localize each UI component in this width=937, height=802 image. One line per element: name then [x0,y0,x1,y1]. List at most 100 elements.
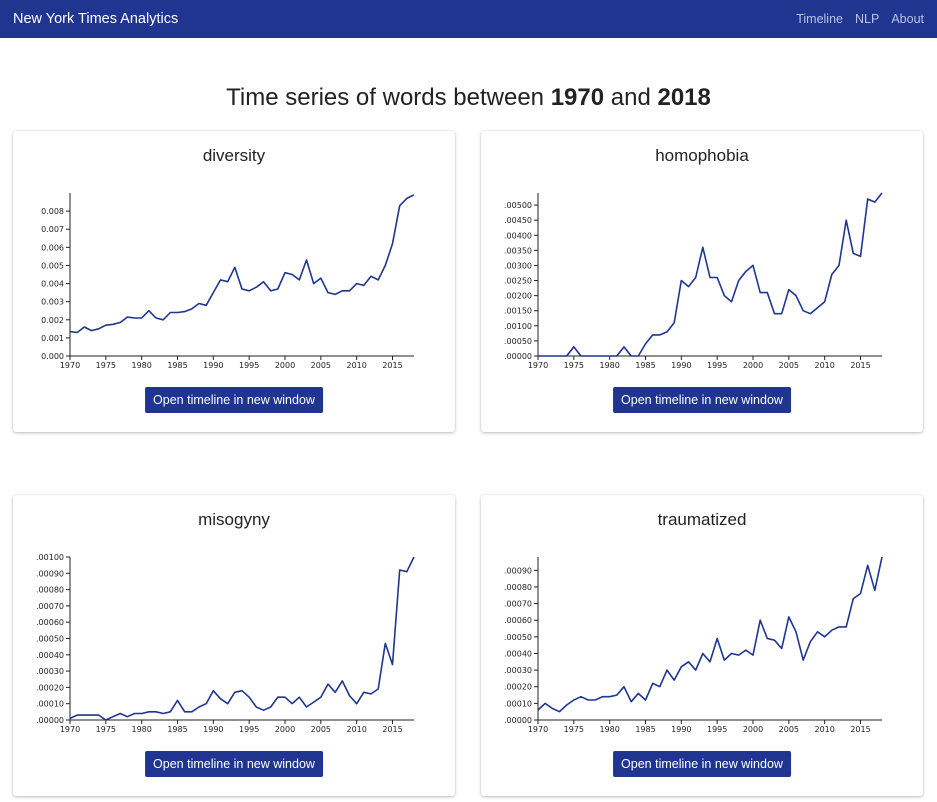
x-tick-label: 1970 [60,725,80,734]
y-tick-label: .00030 [504,666,532,675]
y-tick-label: 0.006 [41,243,64,252]
y-tick-label: .00060 [36,618,64,627]
y-tick-label: .00250 [504,277,532,286]
x-tick-label: 2010 [814,361,834,370]
y-tick-label: 0.003 [41,298,64,307]
y-tick-label: .00050 [36,635,64,644]
page-title-joiner: and [611,84,651,111]
x-tick-label: 1995 [239,361,259,370]
chart-card-misogyny: misogyny .00000 .00010 .00020 .00030 .00040.… [13,495,455,796]
x-tick-label: 2015 [850,725,870,734]
y-tick-label: 0.005 [41,261,64,270]
y-tick-label: .00030 [36,667,64,676]
x-tick-label: 1980 [599,361,619,370]
y-tick-label: .00000 [504,352,532,361]
y-tick-label: .00040 [36,651,64,660]
nav-link-nlp[interactable]: NLP [855,12,879,26]
x-tick-label: 2000 [275,725,295,734]
nav-link-timeline[interactable]: Timeline [796,12,843,26]
chart-svg-homophobia: .00000 .00050 .00100 .00150 .00200 .00250 .003… [481,131,923,381]
y-tick-label: .00500 [504,201,532,210]
y-tick-label: .00060 [504,616,532,625]
y-tick-label: .00000 [36,716,64,725]
x-tick-label: 1970 [528,725,548,734]
x-tick-label: 2015 [850,361,870,370]
x-tick-label: 1990 [671,361,691,370]
y-tick-label: .00100 [504,322,532,331]
y-tick-label: .00010 [504,699,532,708]
x-tick-label: 2000 [743,725,763,734]
x-tick-label: 2015 [382,725,402,734]
y-tick-label: .00050 [504,337,532,346]
y-tick-label: .00050 [504,633,532,642]
x-tick-label: 1995 [239,725,259,734]
x-tick-label: 2005 [779,725,799,734]
navbar: New York Times Analytics Timeline NLP Ab… [0,0,937,38]
series-line [538,557,882,712]
y-tick-label: .00010 [36,700,64,709]
page-title-start-year: 1970 [551,84,604,111]
y-tick-label: .00070 [504,600,532,609]
y-tick-label: 0.004 [41,280,64,289]
y-tick-label: .00090 [504,566,532,575]
y-tick-label: .00020 [36,683,64,692]
x-tick-label: 1990 [671,725,691,734]
open-timeline-button-homophobia[interactable]: Open timeline in new window [613,387,791,413]
x-tick-label: 1975 [96,725,116,734]
open-timeline-button-misogyny[interactable]: Open timeline in new window [145,751,323,777]
y-tick-label: .00400 [504,231,532,240]
x-tick-label: 1985 [635,725,655,734]
x-tick-label: 1970 [528,361,548,370]
x-tick-label: 2000 [275,361,295,370]
y-tick-label: .00350 [504,246,532,255]
x-tick-label: 1975 [564,725,584,734]
x-tick-label: 2010 [814,725,834,734]
chart-card-homophobia: homophobia .00000 .00050 .00100 .00150 .0020… [481,131,923,432]
y-tick-label: .00040 [504,649,532,658]
x-tick-label: 2010 [346,361,366,370]
open-timeline-button-traumatized[interactable]: Open timeline in new window [613,751,791,777]
page-title-prefix: Time series of words between [226,84,544,111]
y-tick-label: 0.000 [41,352,64,361]
x-tick-label: 2010 [346,725,366,734]
y-tick-label: .00080 [504,583,532,592]
series-line [538,193,882,356]
series-line [70,195,414,333]
series-line [70,557,414,720]
chart-card-traumatized: traumatized .00000.00010.00020.00030.000… [481,495,923,796]
y-tick-label: 0.001 [41,334,64,343]
x-tick-label: 1990 [203,361,223,370]
page-title-end-year: 2018 [657,84,710,111]
x-tick-label: 1985 [167,725,187,734]
chart-card-diversity: diversity 0.000 0.001 0.002 0.003 0.004 0.005… [13,131,455,432]
open-timeline-button-diversity[interactable]: Open timeline in new window [145,387,323,413]
y-tick-label: .00080 [36,586,64,595]
x-tick-label: 1990 [203,725,223,734]
page-title: Time series of words between 1970 and 20… [0,84,937,112]
y-tick-label: .00300 [504,261,532,270]
x-tick-label: 1985 [635,361,655,370]
y-tick-label: 0.008 [41,207,64,216]
x-tick-label: 2000 [743,361,763,370]
x-tick-label: 1980 [599,725,619,734]
chart-svg-misogyny: .00000 .00010 .00020 .00030 .00040 .00050 .000… [13,495,455,745]
x-tick-label: 1995 [707,725,727,734]
brand-link[interactable]: New York Times Analytics [13,11,178,27]
x-tick-label: 1995 [707,361,727,370]
y-tick-label: .00020 [504,683,532,692]
x-tick-label: 2005 [311,361,331,370]
y-tick-label: .00450 [504,216,532,225]
y-tick-label: .00200 [504,292,532,301]
chart-svg-diversity: 0.000 0.001 0.002 0.003 0.004 0.005 0.006 0.007… [13,131,455,381]
x-tick-label: 1975 [564,361,584,370]
y-tick-label: 0.002 [41,316,64,325]
y-tick-label: .00090 [36,569,64,578]
x-tick-label: 1970 [60,361,80,370]
y-tick-label: .00100 [36,553,64,562]
x-tick-label: 2005 [311,725,331,734]
chart-svg-traumatized: .00000.00010.00020.00030.00040.00050.000… [481,495,923,745]
y-tick-label: .00150 [504,307,532,316]
nav-link-about[interactable]: About [891,12,924,26]
y-tick-label: .00070 [36,602,64,611]
x-tick-label: 1975 [96,361,116,370]
